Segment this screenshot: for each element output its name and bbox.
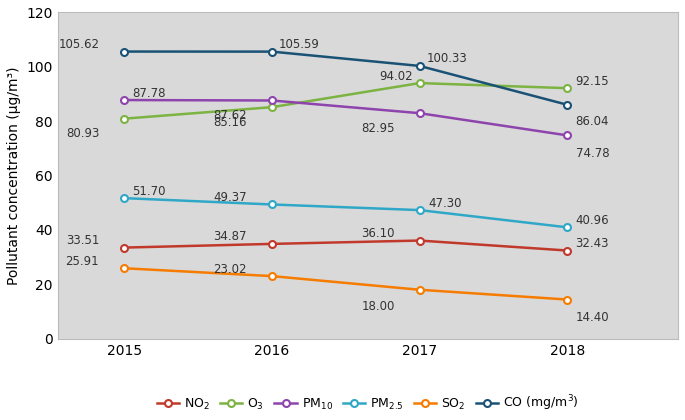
Legend: NO$_2$, O$_3$, PM$_{10}$, PM$_{2.5}$, SO$_2$, CO (mg/m$^3$): NO$_2$, O$_3$, PM$_{10}$, PM$_{2.5}$, SO…: [157, 394, 580, 413]
Text: 25.91: 25.91: [66, 255, 99, 268]
Text: 47.30: 47.30: [428, 197, 462, 210]
Text: 40.96: 40.96: [575, 214, 609, 227]
Text: 87.78: 87.78: [132, 87, 166, 100]
Text: 51.70: 51.70: [132, 185, 166, 198]
Text: 36.10: 36.10: [361, 227, 395, 240]
Text: 49.37: 49.37: [213, 191, 247, 204]
Text: 105.59: 105.59: [279, 38, 320, 51]
Text: 14.40: 14.40: [575, 311, 609, 324]
Text: 82.95: 82.95: [361, 122, 395, 135]
Y-axis label: Pollutant concentration (μg/m³): Pollutant concentration (μg/m³): [7, 66, 21, 285]
Text: 87.62: 87.62: [213, 109, 247, 122]
Text: 34.87: 34.87: [214, 231, 247, 244]
Text: 80.93: 80.93: [66, 127, 99, 140]
Text: 105.62: 105.62: [58, 38, 99, 51]
Text: 85.16: 85.16: [214, 116, 247, 129]
Text: 18.00: 18.00: [361, 300, 395, 313]
Text: 100.33: 100.33: [427, 52, 467, 66]
Text: 32.43: 32.43: [575, 237, 609, 250]
Text: 74.78: 74.78: [575, 147, 609, 160]
Text: 92.15: 92.15: [575, 75, 609, 88]
Text: 86.04: 86.04: [575, 115, 609, 128]
Text: 94.02: 94.02: [379, 70, 412, 83]
Text: 23.02: 23.02: [214, 262, 247, 276]
Text: 33.51: 33.51: [66, 234, 99, 247]
